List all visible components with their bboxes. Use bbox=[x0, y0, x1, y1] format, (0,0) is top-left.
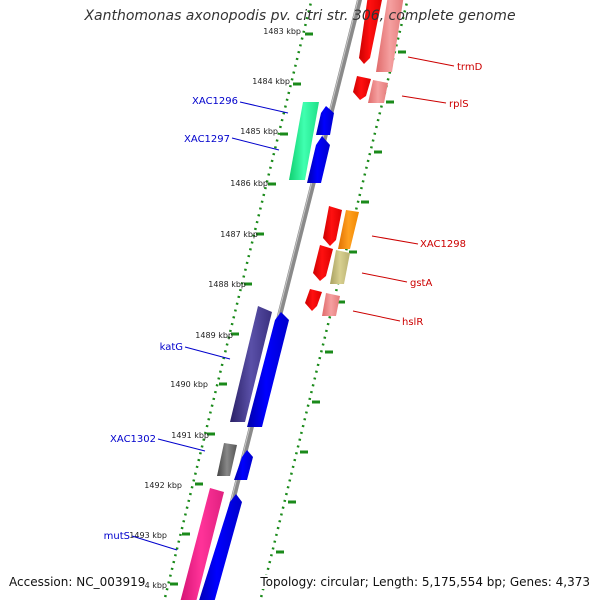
gene-katg-arrow[interactable] bbox=[247, 312, 289, 427]
major-ticks-inner bbox=[170, 32, 313, 586]
tick-label: 1492 kbp bbox=[144, 481, 182, 490]
tick-ring-inner bbox=[163, 0, 313, 600]
leader-rpls bbox=[401, 95, 447, 104]
tick-label: 1484 kbp bbox=[252, 77, 290, 86]
gene-hslr-feature[interactable] bbox=[322, 293, 340, 316]
tick-label: 1490 kbp bbox=[170, 380, 208, 389]
leader-muts bbox=[131, 535, 178, 551]
tick-label: 1493 kbp bbox=[129, 531, 167, 540]
leader-trmd bbox=[407, 56, 455, 67]
leader-katg bbox=[184, 346, 231, 360]
leader-xac1302 bbox=[157, 438, 206, 452]
gene-label-xac1297[interactable]: XAC1297 bbox=[184, 134, 230, 145]
gene-xac1296-arrow[interactable] bbox=[316, 106, 334, 135]
tick-label: 1486 kbp bbox=[230, 179, 268, 188]
gene-rpls-arrow[interactable] bbox=[353, 76, 371, 100]
gene-label-xac1298[interactable]: XAC1298 bbox=[420, 239, 466, 250]
gene-gsta-arrow[interactable] bbox=[313, 245, 333, 281]
leader-xac1296 bbox=[239, 101, 289, 114]
leader-xac1297 bbox=[231, 137, 280, 151]
gene-xac1298-feature[interactable] bbox=[338, 210, 359, 249]
gene-gsta-feature[interactable] bbox=[330, 250, 350, 284]
gene-label-rpls[interactable]: rplS bbox=[449, 99, 469, 110]
gene-trmd-arrow[interactable] bbox=[359, 0, 383, 64]
leader-gsta bbox=[361, 272, 408, 283]
gene-xac1296-feature[interactable] bbox=[289, 102, 319, 180]
tick-label: 1483 kbp bbox=[263, 27, 301, 36]
tick-label: 1491 kbp bbox=[171, 431, 209, 440]
gene-rpls-feature[interactable] bbox=[368, 80, 388, 103]
leader-xac1298 bbox=[371, 235, 419, 245]
gene-xac1298-arrow[interactable] bbox=[323, 206, 342, 246]
genome-summary-text: Topology: circular; Length: 5,175,554 bp… bbox=[260, 575, 590, 589]
gene-label-trmd[interactable]: trmD bbox=[457, 62, 483, 73]
accession-text: Accession: NC_003919 bbox=[9, 575, 146, 589]
tick-label: 1485 kbp bbox=[240, 127, 278, 136]
genome-title: Xanthomonas axonopodis pv. citri str. 30… bbox=[84, 8, 516, 24]
gene-hslr-arrow[interactable] bbox=[305, 289, 322, 311]
gene-label-xac1296[interactable]: XAC1296 bbox=[192, 96, 238, 107]
major-ticks-outer bbox=[276, 50, 406, 554]
gene-xac1302-feature[interactable] bbox=[217, 443, 237, 476]
tick-label: 1489 kbp bbox=[195, 331, 233, 340]
gene-xac1302-arrow[interactable] bbox=[234, 450, 253, 480]
tick-label: 1488 kbp bbox=[208, 280, 246, 289]
gene-katg-feature[interactable] bbox=[230, 306, 272, 422]
gene-label-hslr[interactable]: hslR bbox=[402, 317, 423, 328]
leader-hslr bbox=[352, 310, 401, 322]
gene-label-katg[interactable]: katG bbox=[160, 342, 183, 353]
gene-trmd-feature[interactable] bbox=[376, 0, 404, 72]
gene-label-gsta[interactable]: gstA bbox=[410, 278, 432, 289]
tick-label: 1494 kbp bbox=[129, 581, 167, 590]
gene-xac1297-arrow[interactable] bbox=[307, 136, 330, 183]
tick-label: 1487 kbp bbox=[220, 230, 258, 239]
gene-label-xac1302[interactable]: XAC1302 bbox=[110, 434, 156, 445]
gene-muts-feature[interactable] bbox=[178, 488, 224, 600]
gene-muts-arrow[interactable] bbox=[196, 494, 242, 600]
gene-label-muts[interactable]: mutS bbox=[104, 531, 130, 542]
